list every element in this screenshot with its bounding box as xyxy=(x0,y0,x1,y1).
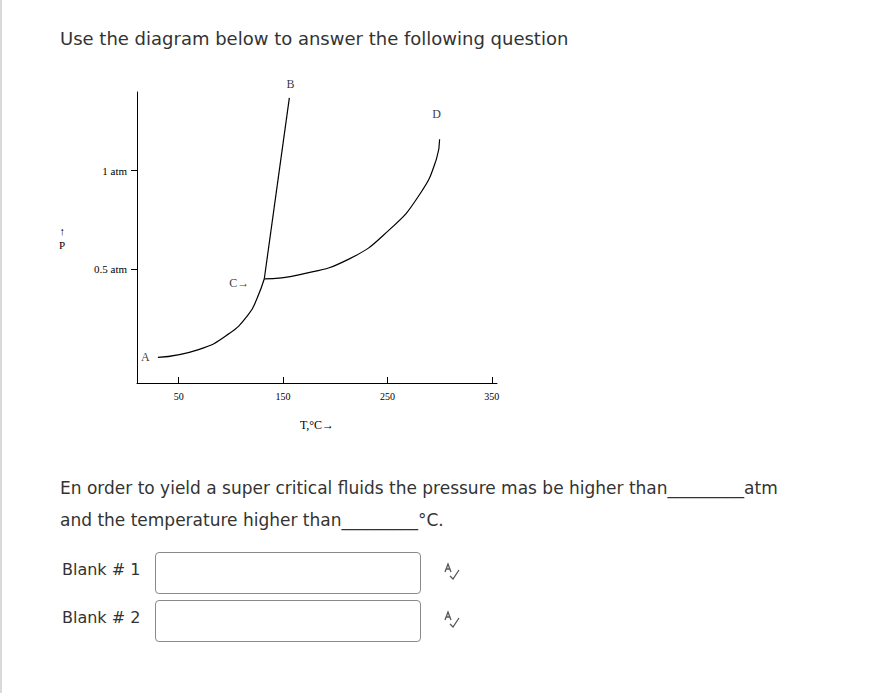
svg-text:B: B xyxy=(286,77,294,91)
svg-text:50: 50 xyxy=(174,391,184,402)
svg-text:250: 250 xyxy=(380,391,395,402)
svg-text:C→: C→ xyxy=(229,276,249,290)
svg-text:350: 350 xyxy=(484,391,499,402)
svg-text:P: P xyxy=(59,239,65,251)
html-text:En order to yield a super crit: En order to yield a super critical fluid… xyxy=(60,478,778,498)
svg-text:1 atm: 1 atm xyxy=(102,165,127,177)
svg-text:A: A xyxy=(141,350,150,364)
svg-text:D: D xyxy=(432,107,441,121)
svg-text:↑: ↑ xyxy=(60,225,66,237)
svg-text:150: 150 xyxy=(276,391,291,402)
html-text:and the temperature higher tha: and the temperature higher than_________… xyxy=(60,510,444,530)
html-text:Blank # 1: Blank # 1 xyxy=(62,560,141,579)
html-text:Use the diagram below to answe: Use the diagram below to answer the foll… xyxy=(60,28,569,49)
svg-text:0.5 atm: 0.5 atm xyxy=(94,263,127,275)
html-text:Blank # 2: Blank # 2 xyxy=(62,608,141,627)
svg-text:T,°C→: T,°C→ xyxy=(300,418,334,432)
